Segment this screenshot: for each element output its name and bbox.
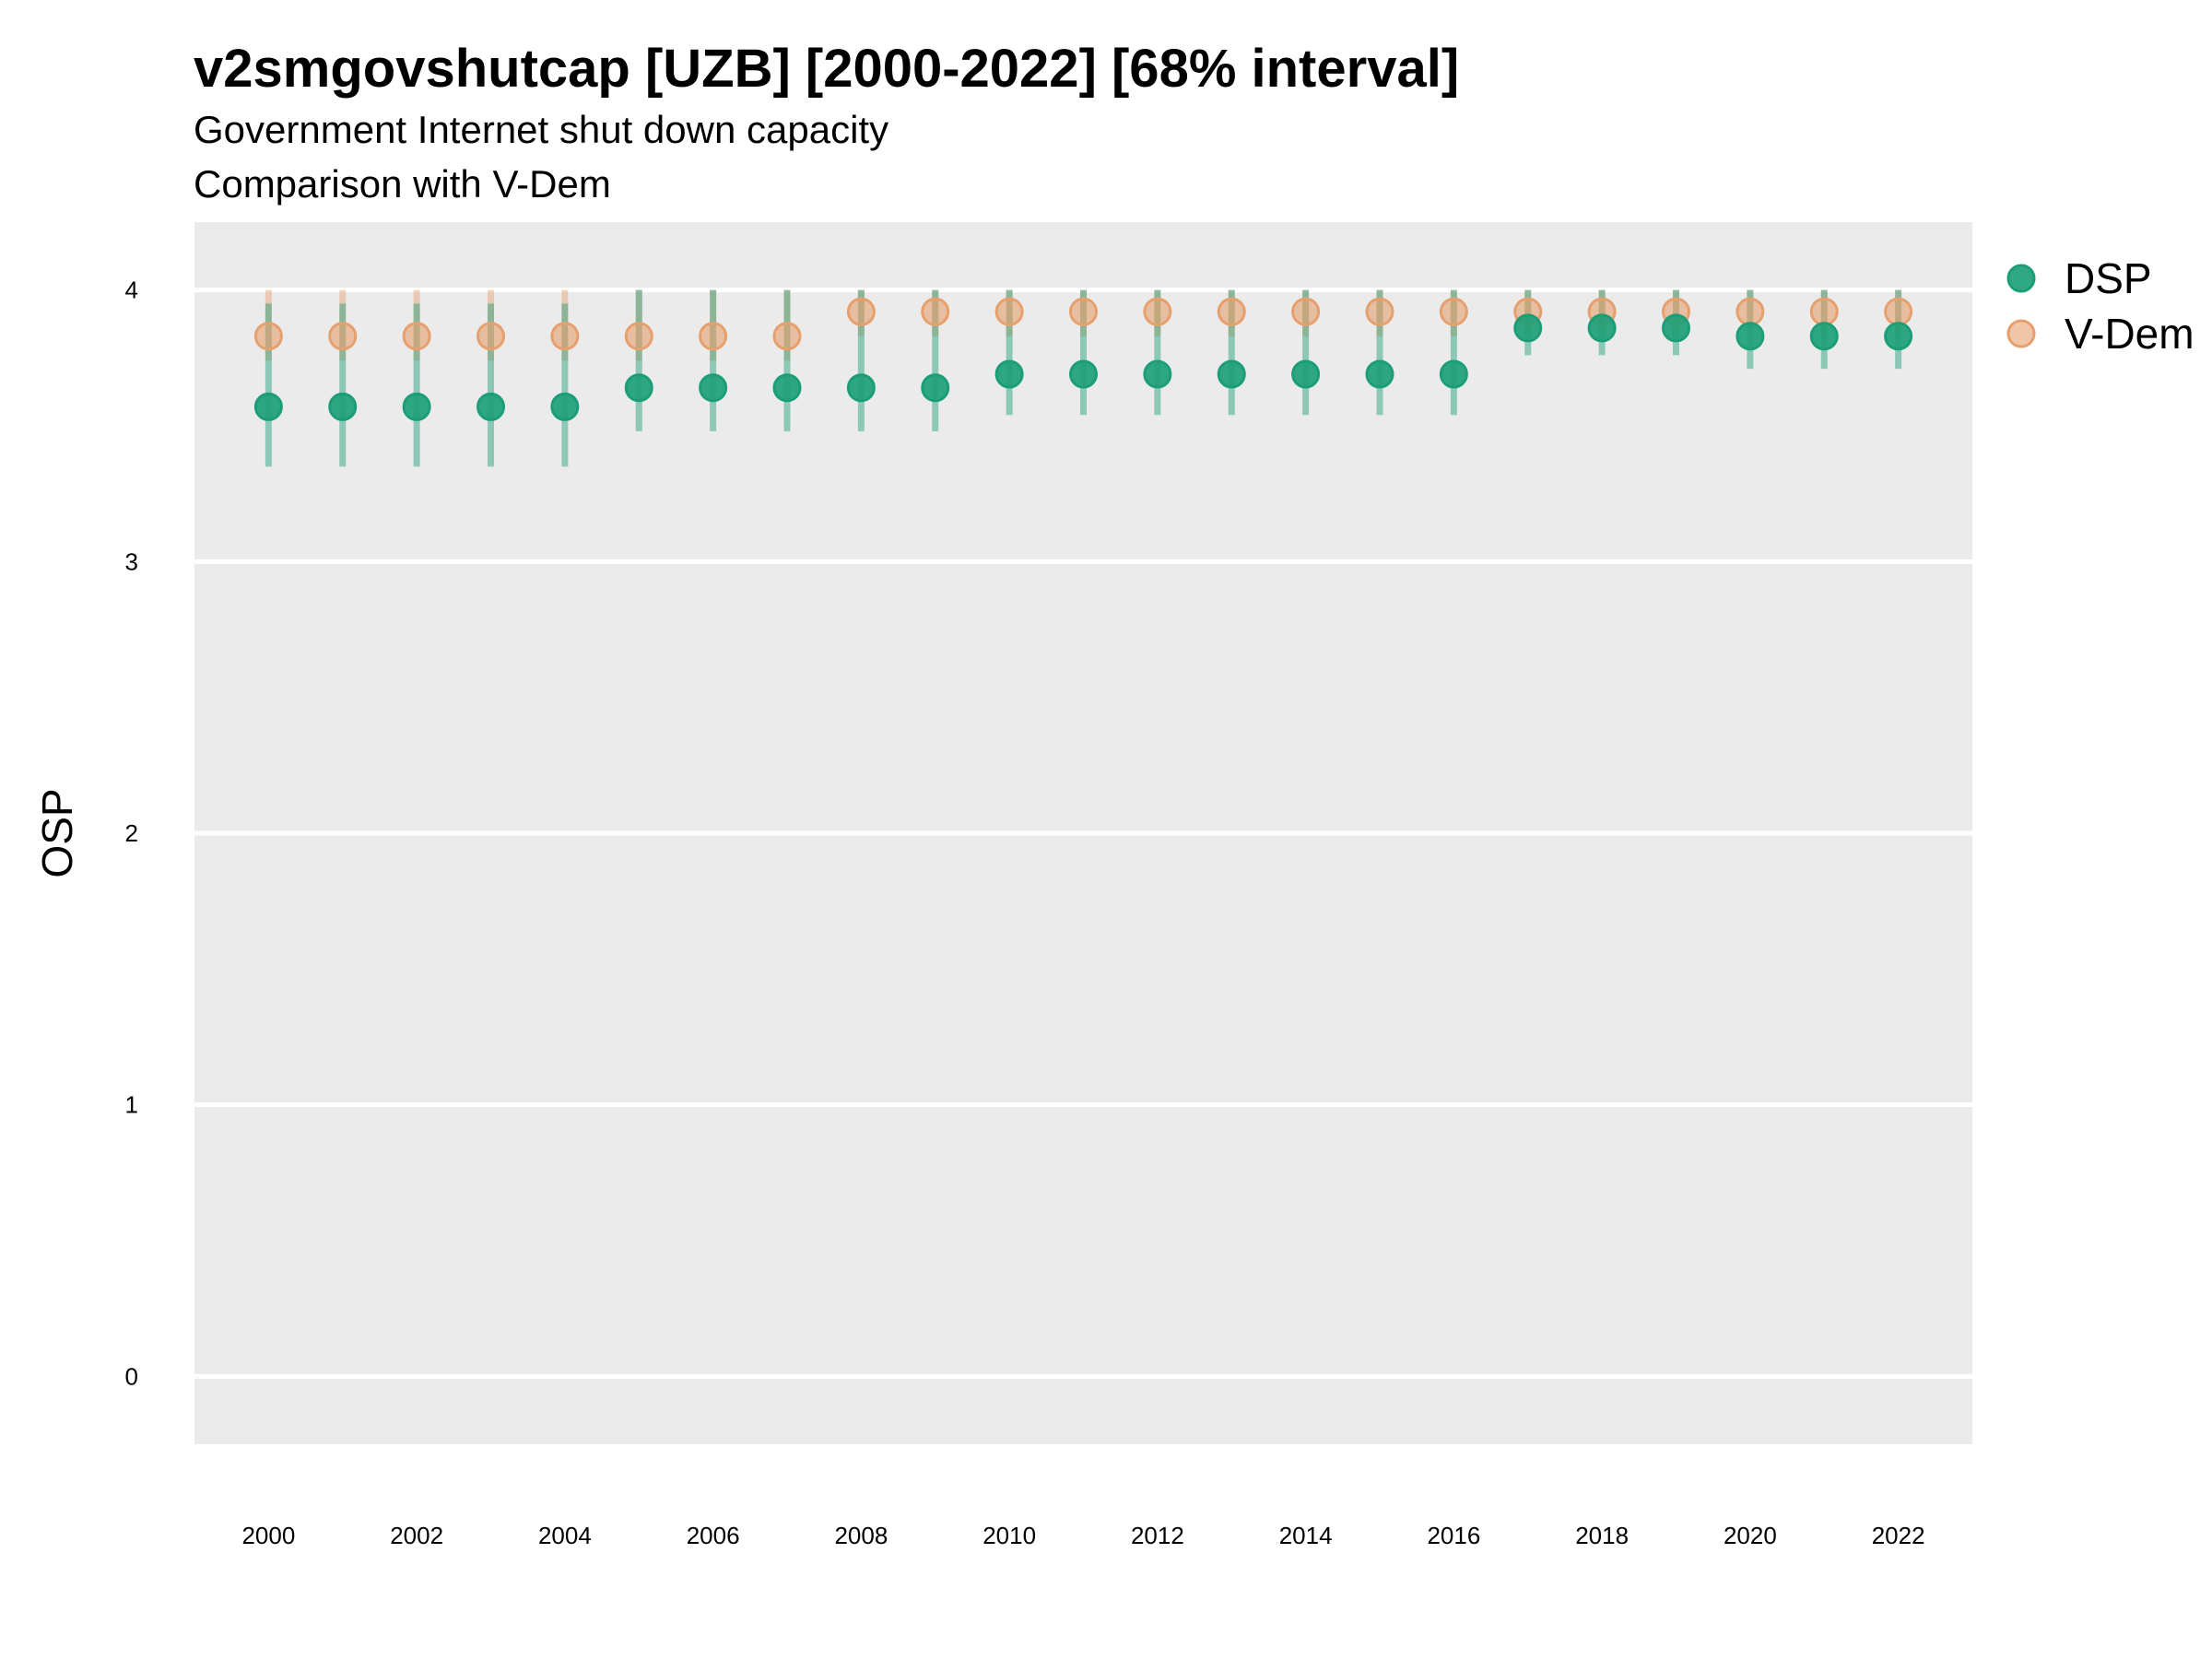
point-dsp [624, 373, 653, 403]
y-tick-label: 2 [125, 819, 138, 847]
point-v-dem [253, 322, 283, 351]
point-dsp [1662, 313, 1690, 343]
point-dsp [1439, 359, 1468, 389]
x-tick-label: 2018 [1575, 1522, 1629, 1549]
point-dsp [477, 392, 505, 421]
x-axis-ticks: 2000 2002 2004 2006 2008 2010 2012 2014 2016 2018… [241, 1522, 1924, 1549]
x-tick-label: 2020 [1724, 1522, 1777, 1549]
x-tick-label: 2012 [1131, 1522, 1184, 1549]
point-dsp [699, 373, 728, 403]
point-dsp [1143, 359, 1172, 389]
point-v-dem [772, 322, 802, 351]
legend-label-dsp: DSP [2065, 254, 2152, 302]
legend-key-dsp [2006, 264, 2036, 293]
point-dsp [328, 392, 358, 421]
point-v-dem [624, 322, 653, 351]
legend-key-v-dem [2006, 319, 2036, 348]
point-v-dem [1884, 297, 1913, 326]
point-v-dem [1143, 297, 1172, 326]
point-dsp [1587, 313, 1617, 343]
point-v-dem [1291, 297, 1321, 326]
point-v-dem [1069, 297, 1098, 326]
point-v-dem [1439, 297, 1468, 326]
point-dsp [1735, 322, 1765, 351]
y-axis-ticks: 0 1 2 3 4 [125, 276, 138, 1391]
x-tick-label: 2002 [390, 1522, 443, 1549]
y-tick-label: 0 [125, 1362, 138, 1390]
point-v-dem [994, 297, 1024, 326]
legend: DSP V-Dem [2006, 254, 2194, 358]
point-dsp [1884, 322, 1913, 351]
legend-label-v-dem: V-Dem [2065, 310, 2194, 358]
point-v-dem [846, 297, 876, 326]
y-tick-label: 3 [125, 547, 138, 575]
point-dsp [402, 392, 431, 421]
x-tick-label: 2006 [687, 1522, 740, 1549]
point-v-dem [477, 322, 505, 351]
chart-subtitle-2: Comparison with V-Dem [194, 162, 611, 206]
x-tick-label: 2000 [241, 1522, 295, 1549]
point-dsp [1217, 359, 1246, 389]
point-v-dem [550, 322, 580, 351]
x-tick-label: 2016 [1427, 1522, 1480, 1549]
chart-subtitle: Government Internet shut down capacity [194, 108, 888, 151]
point-dsp [1291, 359, 1321, 389]
point-v-dem [1735, 297, 1765, 326]
point-dsp [253, 392, 283, 421]
point-dsp [550, 392, 580, 421]
grid-lines [194, 288, 1972, 1379]
data-points [253, 297, 1913, 421]
y-tick-label: 1 [125, 1091, 138, 1119]
x-tick-label: 2022 [1872, 1522, 1925, 1549]
point-v-dem [1809, 297, 1839, 326]
point-dsp [1365, 359, 1394, 389]
x-tick-label: 2008 [834, 1522, 888, 1549]
point-v-dem [1365, 297, 1394, 326]
point-v-dem [699, 322, 728, 351]
point-v-dem [402, 322, 431, 351]
x-tick-label: 2004 [538, 1522, 592, 1549]
point-dsp [921, 373, 950, 403]
point-dsp [1069, 359, 1098, 389]
point-v-dem [921, 297, 950, 326]
point-v-dem [328, 322, 358, 351]
point-dsp [772, 373, 802, 403]
point-dsp [994, 359, 1024, 389]
y-tick-label: 4 [125, 276, 138, 304]
chart-title: v2smgovshutcap [UZB] [2000-2022] [68% in… [194, 39, 1459, 99]
x-tick-label: 2014 [1279, 1522, 1333, 1549]
y-axis-label: OSP [33, 788, 81, 877]
point-v-dem [1217, 297, 1246, 326]
point-dsp [846, 373, 876, 403]
point-dsp [1809, 322, 1839, 351]
x-tick-label: 2010 [982, 1522, 1036, 1549]
point-dsp [1513, 313, 1543, 343]
